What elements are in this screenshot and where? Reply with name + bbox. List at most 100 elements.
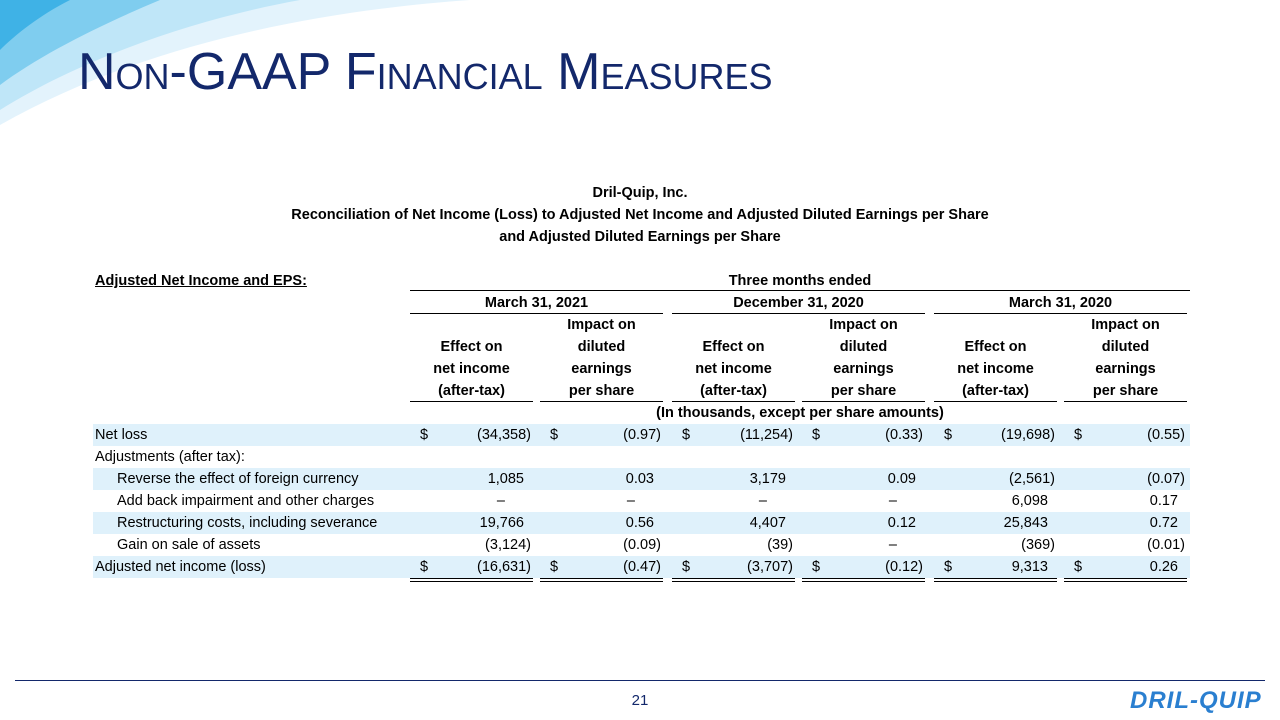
cell: 3,179 xyxy=(749,471,786,487)
column-rule xyxy=(802,401,925,402)
cell: (3,124) xyxy=(485,537,531,553)
currency: $ xyxy=(682,559,691,575)
column-rule xyxy=(934,401,1057,402)
cell: (16,631) xyxy=(476,559,531,575)
row-shade xyxy=(93,512,1190,534)
subtitle: Reconciliation of Net Income (Loss) to A… xyxy=(291,207,989,223)
total-rule xyxy=(410,578,533,579)
cell: (0.55) xyxy=(1147,427,1185,443)
total-rule xyxy=(540,578,663,579)
currency: $ xyxy=(944,559,953,575)
currency: $ xyxy=(1074,427,1083,443)
column-header: (after-tax) xyxy=(438,383,505,399)
row-label: Reverse the effect of foreign currency xyxy=(117,471,359,487)
currency: $ xyxy=(550,427,559,443)
row-shade xyxy=(93,556,1190,578)
cell: (0.01) xyxy=(1147,537,1185,553)
column-header: net income xyxy=(433,361,510,377)
slide-title: Non-GAAP Financial Measures xyxy=(78,43,773,101)
page-number: 21 xyxy=(631,692,649,709)
currency: $ xyxy=(420,559,429,575)
currency: $ xyxy=(550,559,559,575)
currency: $ xyxy=(420,427,429,443)
logo: DRIL-QUIP xyxy=(1130,687,1262,714)
period: March 31, 2021 xyxy=(484,295,589,311)
row-label: Adjustments (after tax): xyxy=(95,449,245,465)
cell: (3,707) xyxy=(747,559,793,575)
cell: 0.72 xyxy=(1149,515,1178,531)
column-header: Effect on xyxy=(702,339,765,355)
column-header: Effect on xyxy=(964,339,1027,355)
cell: (0.12) xyxy=(885,559,923,575)
currency: $ xyxy=(812,427,821,443)
currency: $ xyxy=(944,427,953,443)
column-header: Impact on xyxy=(567,317,636,333)
column-header: (after-tax) xyxy=(700,383,767,399)
cell: (0.09) xyxy=(623,537,661,553)
cell: 0.12 xyxy=(887,515,916,531)
total-rule xyxy=(1064,578,1187,579)
cell: 0.03 xyxy=(625,471,654,487)
column-header: (after-tax) xyxy=(962,383,1029,399)
decoration xyxy=(0,0,470,125)
column-header: net income xyxy=(695,361,772,377)
row-label: Adjusted net income (loss) xyxy=(95,559,266,575)
total-rule xyxy=(1064,581,1187,582)
cell: – xyxy=(626,493,635,509)
header-rule xyxy=(410,290,1190,291)
cell: – xyxy=(888,537,897,553)
cell: 6,098 xyxy=(1011,493,1048,509)
column-header: per share xyxy=(830,383,897,399)
period-rule xyxy=(410,313,663,314)
period-rule xyxy=(934,313,1187,314)
column-header: diluted xyxy=(839,339,888,355)
cell: – xyxy=(758,493,767,509)
column-header: diluted xyxy=(1101,339,1150,355)
cell: 0.26 xyxy=(1149,559,1178,575)
cell: (0.97) xyxy=(623,427,661,443)
subtitle: and Adjusted Diluted Earnings per Share xyxy=(499,229,781,245)
total-rule xyxy=(672,578,795,579)
cell: (2,561) xyxy=(1009,471,1055,487)
cell: 19,766 xyxy=(479,515,524,531)
footer-rule xyxy=(15,680,1265,681)
cell: (0.07) xyxy=(1147,471,1185,487)
company: Dril-Quip, Inc. xyxy=(592,185,688,201)
cell: (369) xyxy=(1021,537,1055,553)
period-rule xyxy=(672,313,925,314)
row-shade xyxy=(93,468,1190,490)
cell: 9,313 xyxy=(1011,559,1048,575)
cell: 4,407 xyxy=(749,515,786,531)
cell: 1,085 xyxy=(487,471,524,487)
column-header: net income xyxy=(957,361,1034,377)
column-rule xyxy=(672,401,795,402)
period: March 31, 2020 xyxy=(1008,295,1113,311)
total-rule xyxy=(672,581,795,582)
column-rule xyxy=(1064,401,1187,402)
period-header: Three months ended xyxy=(728,273,872,289)
cell: (39) xyxy=(767,537,793,553)
row-label: Add back impairment and other charges xyxy=(117,493,375,509)
cell: 0.09 xyxy=(887,471,916,487)
cell: – xyxy=(496,493,505,509)
cell: (0.33) xyxy=(885,427,923,443)
column-rule xyxy=(540,401,663,402)
column-header: earnings xyxy=(571,361,632,377)
row-label: Restructuring costs, including severance xyxy=(117,515,378,531)
cell: – xyxy=(888,493,897,509)
column-header: diluted xyxy=(577,339,626,355)
total-rule xyxy=(934,581,1057,582)
total-rule xyxy=(410,581,533,582)
section-label: Adjusted Net Income and EPS: xyxy=(95,273,307,289)
currency: $ xyxy=(1074,559,1083,575)
cell: (34,358) xyxy=(476,427,531,443)
row-label: Net loss xyxy=(95,427,148,443)
column-header: earnings xyxy=(1095,361,1156,377)
cell: (19,698) xyxy=(1000,427,1055,443)
column-header: Impact on xyxy=(829,317,898,333)
cell: 0.56 xyxy=(625,515,654,531)
cell: 0.17 xyxy=(1149,493,1178,509)
row-shade xyxy=(93,424,1190,446)
cell: 25,843 xyxy=(1003,515,1048,531)
column-header: per share xyxy=(568,383,635,399)
